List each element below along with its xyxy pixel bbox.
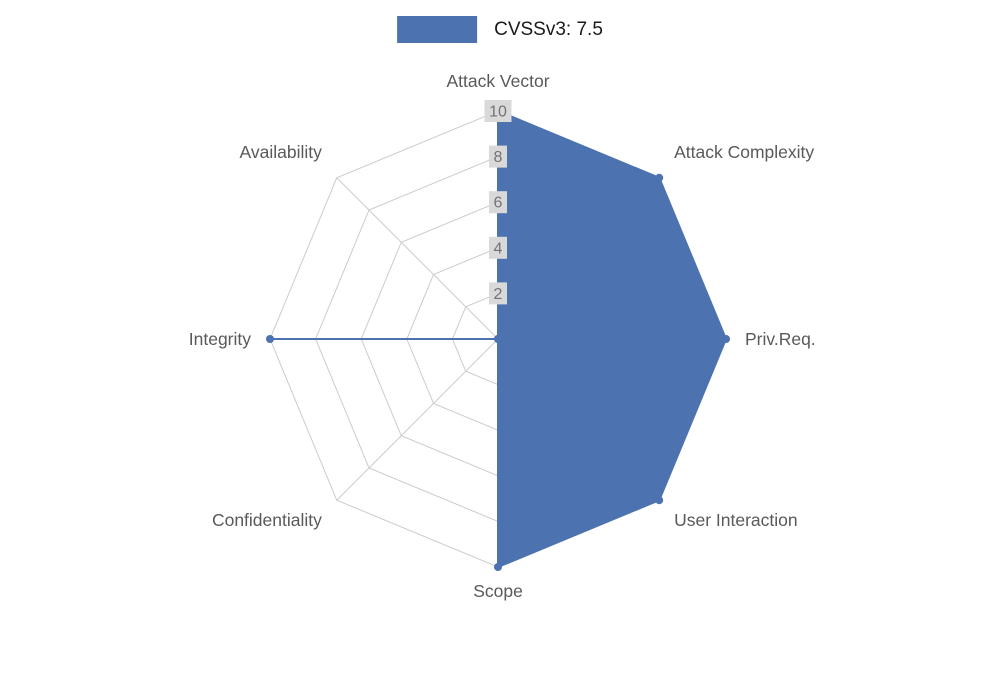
- tick-label-bg: [489, 282, 507, 305]
- axis-label: Scope: [473, 581, 523, 601]
- tick-label: 2: [494, 286, 503, 303]
- tick-label: 10: [489, 104, 507, 121]
- legend: CVSSv3: 7.5: [397, 16, 603, 43]
- tick-label: 8: [494, 149, 503, 166]
- data-point: [494, 563, 502, 571]
- legend-label: CVSSv3: 7.5: [494, 18, 603, 40]
- tick-label-bg: [489, 236, 507, 259]
- tick-label-bg: [489, 191, 507, 214]
- axis-label: Attack Complexity: [674, 142, 814, 162]
- data-point: [655, 173, 664, 182]
- axis-label: Availability: [240, 142, 323, 162]
- grid-spoke: [336, 338, 499, 501]
- legend-swatch: [397, 16, 478, 43]
- data-point: [494, 335, 502, 343]
- axis-label: Priv.Req.: [745, 329, 816, 349]
- axis-label: Attack Vector: [446, 71, 549, 91]
- axis-label: Confidentiality: [212, 510, 322, 530]
- grid-spoke: [336, 177, 499, 340]
- tick-label-bg: [484, 100, 512, 122]
- data-point: [722, 335, 730, 343]
- axis-label: Integrity: [189, 329, 251, 349]
- tick-label: 6: [494, 195, 503, 212]
- axis-label: User Interaction: [674, 510, 798, 530]
- tick-label: 4: [494, 240, 503, 257]
- data-point: [655, 496, 664, 505]
- tick-label-bg: [489, 145, 507, 168]
- data-point: [266, 335, 274, 343]
